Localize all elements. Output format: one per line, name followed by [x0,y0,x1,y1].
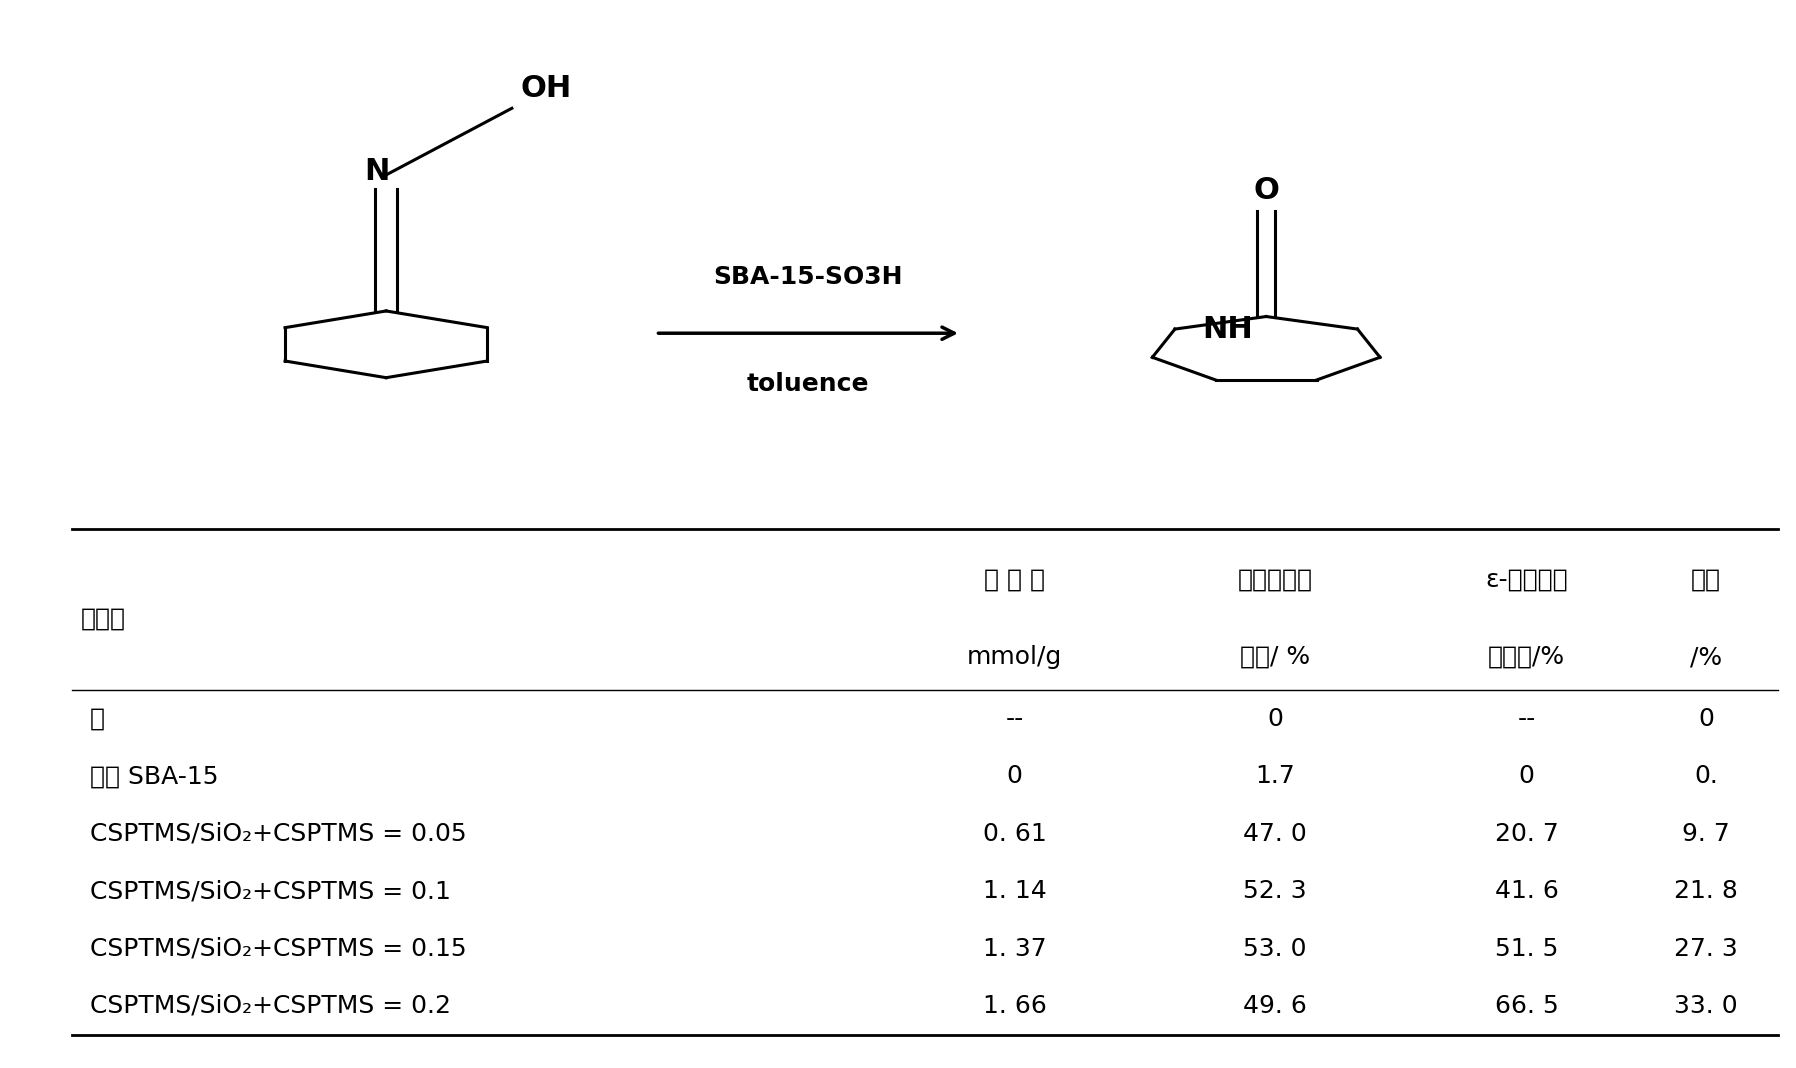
Text: 选择性/%: 选择性/% [1489,645,1564,669]
Text: 0.: 0. [1694,765,1719,788]
Text: CSPTMS/SiO₂+CSPTMS = 0.15: CSPTMS/SiO₂+CSPTMS = 0.15 [90,937,467,960]
Text: mmol/g: mmol/g [966,645,1063,669]
Text: 无: 无 [90,707,104,732]
Text: 33. 0: 33. 0 [1674,994,1739,1018]
Text: 9. 7: 9. 7 [1683,821,1730,846]
Text: /%: /% [1690,645,1722,669]
Text: 纯硅 SBA-15: 纯硅 SBA-15 [90,765,219,788]
Text: 47. 0: 47. 0 [1243,821,1307,846]
Text: 0: 0 [1268,707,1282,732]
Text: CSPTMS/SiO₂+CSPTMS = 0.05: CSPTMS/SiO₂+CSPTMS = 0.05 [90,821,467,846]
Text: 1. 37: 1. 37 [982,937,1047,960]
Text: 0: 0 [1519,765,1534,788]
Text: 1. 66: 1. 66 [982,994,1047,1018]
Text: 0: 0 [1008,765,1022,788]
Text: 产率: 产率 [1692,567,1721,592]
Text: 环己酮肿转: 环己酮肿转 [1237,567,1313,592]
Text: 27. 3: 27. 3 [1674,937,1739,960]
Text: --: -- [1006,707,1024,732]
Text: 化率/ %: 化率/ % [1239,645,1311,669]
Text: 催化剂: 催化剂 [81,607,126,630]
Text: toluence: toluence [747,372,869,396]
Text: ε-己内酰胺: ε-己内酰胺 [1485,567,1568,592]
Text: 1. 14: 1. 14 [982,879,1047,904]
Text: 1.7: 1.7 [1255,765,1295,788]
Text: 酸 数 量: 酸 数 量 [984,567,1045,592]
Text: 21. 8: 21. 8 [1674,879,1739,904]
Text: --: -- [1518,707,1536,732]
Text: SBA-15-SO3H: SBA-15-SO3H [713,265,903,288]
Text: NH: NH [1202,315,1252,344]
Text: 49. 6: 49. 6 [1243,994,1307,1018]
Text: 52. 3: 52. 3 [1243,879,1307,904]
Text: O: O [1254,176,1279,205]
Text: 20. 7: 20. 7 [1494,821,1559,846]
Text: 41. 6: 41. 6 [1494,879,1559,904]
Text: CSPTMS/SiO₂+CSPTMS = 0.2: CSPTMS/SiO₂+CSPTMS = 0.2 [90,994,451,1018]
Text: 0. 61: 0. 61 [982,821,1047,846]
Text: 51. 5: 51. 5 [1494,937,1559,960]
Text: 66. 5: 66. 5 [1494,994,1559,1018]
Text: 0: 0 [1699,707,1713,732]
Text: 53. 0: 53. 0 [1243,937,1307,960]
Text: OH: OH [521,74,573,103]
Text: N: N [365,157,390,186]
Text: CSPTMS/SiO₂+CSPTMS = 0.1: CSPTMS/SiO₂+CSPTMS = 0.1 [90,879,451,904]
